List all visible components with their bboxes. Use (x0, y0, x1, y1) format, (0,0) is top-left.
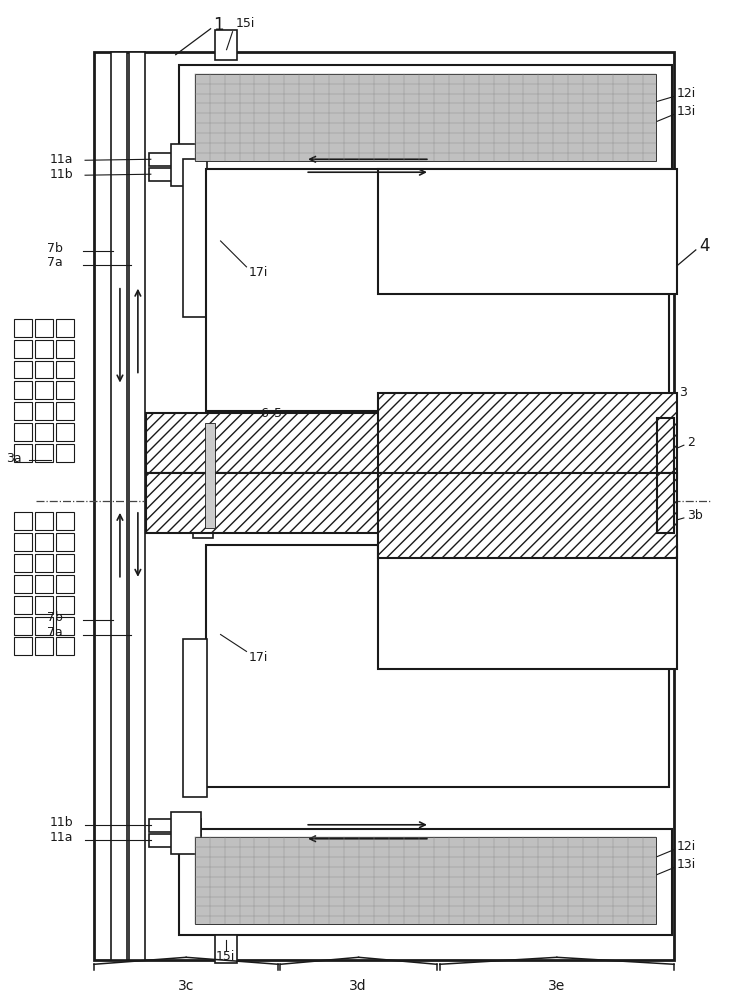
Text: 3c: 3c (177, 979, 194, 993)
Bar (35, 637, 53, 655)
Bar (149, 819, 201, 832)
Bar (56, 512, 74, 530)
Bar (35, 381, 53, 399)
Bar (35, 617, 53, 635)
Text: 7a: 7a (47, 256, 63, 269)
Text: 17i: 17i (249, 651, 268, 664)
Text: 11b: 11b (50, 816, 73, 829)
Bar (193, 413, 213, 538)
Text: 5: 5 (274, 407, 282, 420)
Text: 11a: 11a (50, 831, 73, 844)
Bar (35, 512, 53, 530)
Bar (35, 402, 53, 420)
Bar (657, 473, 674, 533)
Bar (14, 617, 32, 635)
Bar (14, 575, 32, 593)
Text: 17i: 17i (249, 266, 268, 279)
Text: 7b: 7b (47, 242, 63, 255)
Bar (56, 402, 74, 420)
Bar (14, 319, 32, 337)
Text: 15i: 15i (236, 17, 255, 30)
Text: 11a: 11a (50, 153, 73, 166)
Bar (56, 423, 74, 441)
Text: 7b: 7b (47, 611, 63, 624)
Bar (129, 52, 145, 960)
Bar (56, 340, 74, 358)
Bar (56, 381, 74, 399)
Bar (56, 596, 74, 614)
Bar (56, 361, 74, 378)
Bar (170, 812, 201, 854)
Bar (215, 30, 237, 60)
Bar (14, 637, 32, 655)
Bar (56, 533, 74, 551)
Bar (56, 617, 74, 635)
Bar (14, 402, 32, 420)
Bar (182, 159, 207, 317)
Bar (170, 144, 201, 186)
Bar (14, 361, 32, 378)
Bar (378, 169, 677, 294)
Text: 3: 3 (679, 386, 686, 399)
Bar (14, 423, 32, 441)
Bar (56, 554, 74, 572)
Text: 15i: 15i (216, 950, 235, 963)
Bar (179, 65, 672, 171)
Bar (35, 533, 53, 551)
Text: 3b: 3b (687, 509, 703, 522)
Text: 13i: 13i (677, 858, 696, 871)
Text: 3e: 3e (547, 979, 565, 993)
Bar (149, 834, 201, 847)
Bar (35, 423, 53, 441)
Bar (206, 169, 669, 411)
Bar (378, 473, 677, 558)
Bar (56, 319, 74, 337)
Bar (146, 413, 383, 473)
Bar (14, 533, 32, 551)
Bar (35, 596, 53, 614)
Bar (182, 639, 207, 797)
Text: 11b: 11b (50, 168, 73, 181)
Bar (56, 444, 74, 462)
Bar (195, 837, 656, 924)
Text: 3d: 3d (349, 979, 367, 993)
Bar (378, 393, 677, 478)
Bar (35, 319, 53, 337)
Bar (215, 935, 237, 963)
Bar (14, 554, 32, 572)
Bar (146, 473, 383, 533)
Text: 3a: 3a (6, 452, 22, 465)
Bar (35, 575, 53, 593)
Bar (14, 340, 32, 358)
Bar (14, 596, 32, 614)
Text: 13i: 13i (677, 105, 696, 118)
Bar (94, 52, 674, 960)
Bar (657, 418, 674, 478)
Text: 12i: 12i (677, 87, 696, 100)
Text: 2: 2 (687, 436, 695, 449)
Bar (35, 554, 53, 572)
Bar (35, 444, 53, 462)
Bar (35, 340, 53, 358)
Bar (378, 545, 677, 669)
Bar (206, 545, 669, 787)
Text: 1: 1 (213, 16, 225, 34)
Bar (149, 153, 201, 166)
Bar (14, 381, 32, 399)
Text: 12i: 12i (677, 840, 696, 853)
Bar (195, 74, 656, 161)
Bar (56, 637, 74, 655)
Bar (56, 575, 74, 593)
Bar (149, 168, 201, 181)
Text: 7a: 7a (47, 626, 63, 639)
Bar (179, 829, 672, 935)
Bar (35, 361, 53, 378)
Bar (14, 444, 32, 462)
Bar (14, 512, 32, 530)
Bar (204, 423, 215, 528)
Text: 6: 6 (261, 407, 268, 420)
Text: 4: 4 (698, 237, 709, 255)
Bar (111, 52, 127, 960)
